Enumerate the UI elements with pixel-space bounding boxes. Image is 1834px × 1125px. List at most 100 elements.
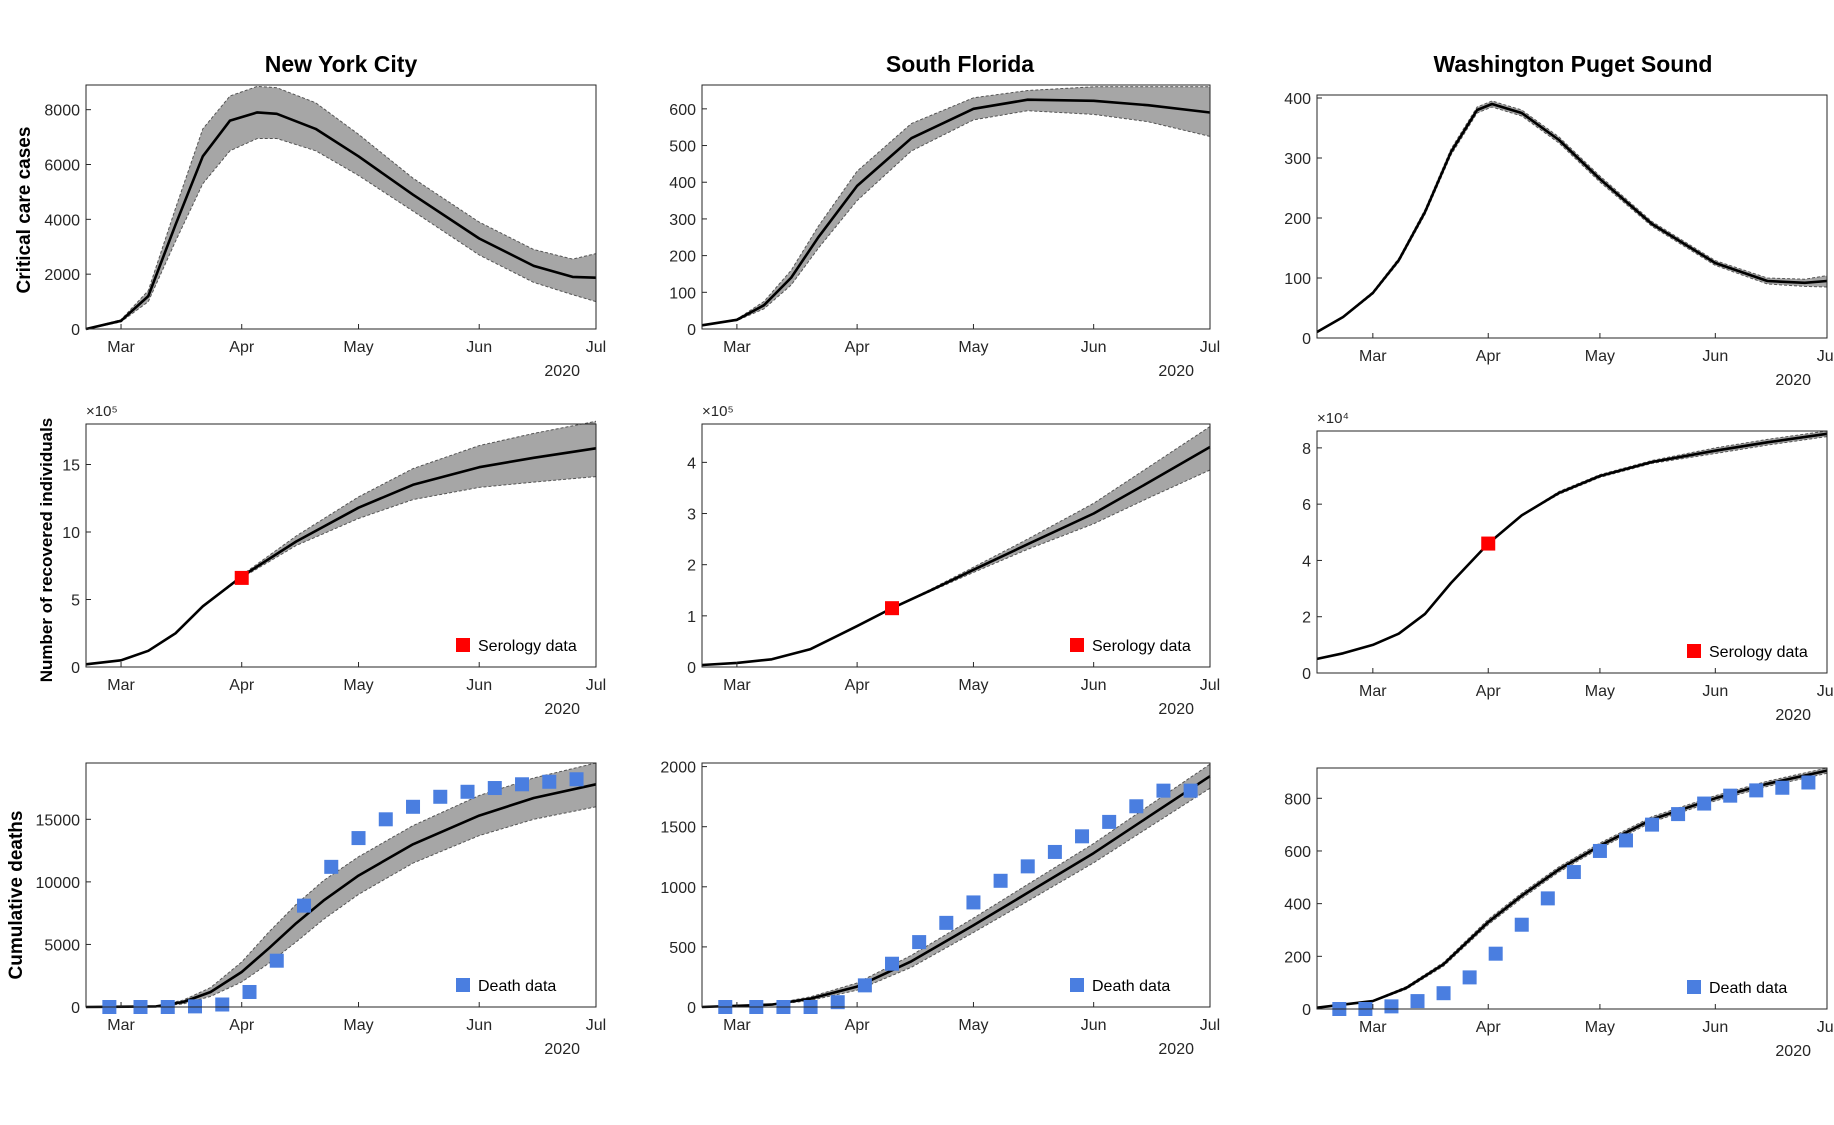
death-data-marker [1020, 859, 1035, 874]
y-tick-label: 200 [669, 249, 696, 266]
death-data-marker [242, 984, 257, 999]
death-data-marker [569, 772, 584, 787]
axes-frame [85, 762, 597, 1008]
band-upper-edge [701, 86, 1210, 326]
y-tick-label: 2 [1302, 610, 1311, 627]
death-data-marker [1384, 999, 1399, 1014]
death-data-marker [1775, 780, 1790, 795]
death-data-marker [1697, 796, 1712, 811]
y-tick-label: 200 [1284, 211, 1311, 228]
x-tick-label: Jul [1200, 1017, 1220, 1034]
x-tick-label: Apr [229, 1017, 255, 1034]
y-exponent-label: ×10⁵ [86, 403, 118, 420]
y-tick-label: 0 [1302, 1002, 1311, 1019]
confidence-band [702, 86, 1210, 326]
death-data-marker [324, 859, 339, 874]
x-tick-label: Jul [586, 339, 606, 356]
y-tick-label: 0 [687, 322, 696, 339]
x-tick-label: Mar [723, 1017, 751, 1034]
y-exponent-label: ×10⁵ [702, 403, 734, 420]
band-lower-edge [1316, 772, 1828, 1009]
death-data-marker [460, 784, 475, 799]
x-tick-label: May [343, 339, 373, 356]
x-tick-label: May [958, 677, 988, 694]
x-tick-label: Jul [586, 1017, 606, 1034]
death-data-marker [1183, 783, 1198, 798]
band-upper-edge [701, 426, 1211, 666]
y-tick-label: 0 [1302, 331, 1311, 348]
y-tick-label: 3 [687, 507, 696, 524]
y-tick-label: 2 [687, 558, 696, 575]
x-tick-label: May [958, 339, 988, 356]
death-data-marker [1749, 783, 1764, 798]
y-tick-label: 8 [1302, 441, 1311, 458]
death-data-marker [912, 935, 927, 950]
x-tick-label: May [343, 677, 373, 694]
death-data-marker [378, 812, 393, 827]
y-tick-label: 600 [1284, 844, 1311, 861]
y-tick-label: 0 [1302, 666, 1311, 683]
serology-marker [1481, 536, 1496, 551]
x-tick-label: Mar [723, 339, 751, 356]
x-tick-label: Jul [1817, 683, 1834, 700]
band-upper-edge [701, 763, 1211, 1008]
x-year-label: 2020 [1775, 1043, 1811, 1060]
y-tick-label: 0 [687, 660, 696, 677]
x-tick-label: Jun [1702, 1019, 1728, 1036]
death-data-marker [487, 781, 502, 796]
legend-serology-marker [1070, 638, 1084, 652]
death-data-marker [1410, 994, 1425, 1009]
band-upper-edge [1316, 100, 1828, 333]
median-line [85, 111, 597, 331]
y-tick-label: 10 [62, 525, 80, 542]
death-data-marker [993, 873, 1008, 888]
panel-1: 0 2000 4000 6000 8000 Mar Apr May Jun Jul 2020 [44, 84, 606, 380]
panel-6: Serology data 0 2 4 6 8 ×10⁴ Mar Apr May Jun Jul 202… [1302, 410, 1834, 724]
y-tick-label: 0 [687, 1000, 696, 1017]
death-data-marker [939, 915, 954, 930]
axes-frame [701, 84, 1211, 330]
x-tick-label: Apr [229, 677, 255, 694]
death-data-marker [269, 953, 284, 968]
death-data-marker [1566, 865, 1581, 880]
death-data-marker [1801, 775, 1816, 790]
median-line [701, 445, 1211, 667]
y-tick-label: 800 [1284, 791, 1311, 808]
x-tick-label: Jun [466, 339, 492, 356]
death-data-marker [1462, 970, 1477, 985]
y-tick-label: 4 [1302, 553, 1311, 570]
x-year-label: 2020 [1158, 701, 1194, 718]
x-year-label: 2020 [544, 701, 580, 718]
death-data-marker [515, 777, 530, 792]
y-tick-label: 100 [669, 285, 696, 302]
death-data-marker [1618, 833, 1633, 848]
x-tick-label: Jun [466, 1017, 492, 1034]
y-tick-label: 4 [687, 455, 696, 472]
legend-serology-label: Serology data [478, 638, 577, 655]
y-tick-label: 15000 [36, 812, 81, 829]
legend-death-label: Death data [1709, 980, 1787, 997]
x-tick-label: May [1585, 683, 1615, 700]
confidence-band [86, 421, 596, 665]
band-upper-edge [1316, 767, 1828, 1009]
y-tick-label: 100 [1284, 271, 1311, 288]
median-line [85, 783, 597, 1009]
x-tick-label: Mar [107, 677, 135, 694]
death-data-marker [1436, 986, 1451, 1001]
death-data-marker [1488, 946, 1503, 961]
confidence-band [86, 86, 596, 330]
panel-9: Death data 0 200 400 600 800 Mar Apr May Jun Jul 20… [1284, 767, 1834, 1060]
x-tick-label: Mar [1359, 348, 1387, 365]
y-tick-label: 300 [1284, 151, 1311, 168]
legend-serology-marker [456, 638, 470, 652]
y-tick-label: 8000 [44, 103, 80, 120]
y-tick-label: 5 [71, 593, 80, 610]
confidence-band [702, 426, 1210, 665]
confidence-band [86, 763, 596, 1007]
x-tick-label: Jun [1081, 1017, 1107, 1034]
death-data-marker [1645, 817, 1660, 832]
x-tick-label: Apr [1476, 348, 1502, 365]
y-exponent-label: ×10⁴ [1317, 410, 1349, 427]
legend-death-marker [456, 978, 470, 992]
death-data-marker [857, 978, 872, 993]
